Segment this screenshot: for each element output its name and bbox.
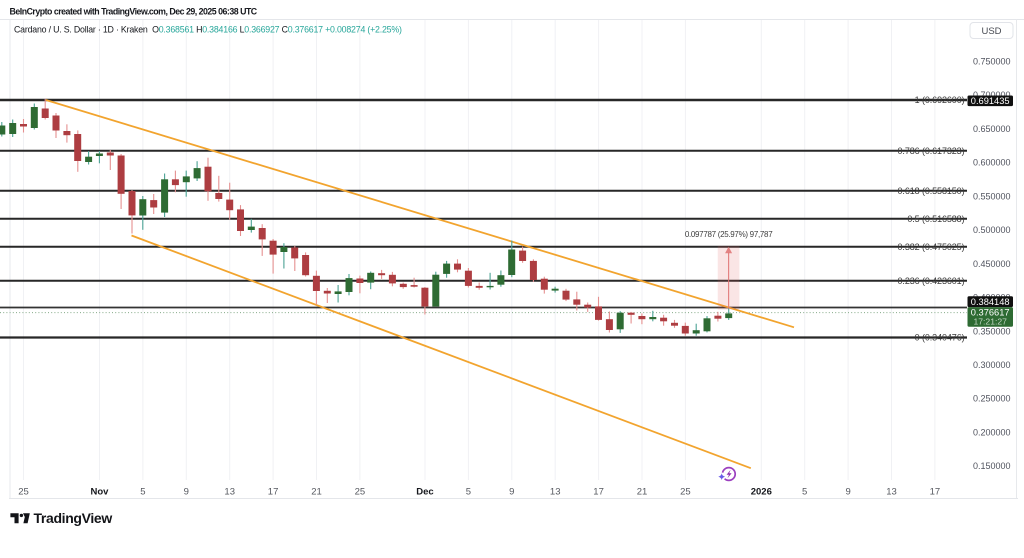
svg-text:25: 25 <box>680 487 691 498</box>
svg-text:0.350000: 0.350000 <box>973 326 1011 336</box>
svg-text:0.382 (0.475025): 0.382 (0.475025) <box>898 242 965 252</box>
svg-text:9: 9 <box>509 487 514 498</box>
svg-text:17: 17 <box>930 487 941 498</box>
svg-text:0.618 (0.558150): 0.618 (0.558150) <box>898 186 965 196</box>
svg-text:BeInCrypto created with Tradin: BeInCrypto created with TradingView.com,… <box>10 7 258 17</box>
svg-text:13: 13 <box>886 487 897 498</box>
svg-text:9: 9 <box>184 487 189 498</box>
svg-text:0.600000: 0.600000 <box>973 158 1011 168</box>
svg-text:2026: 2026 <box>751 487 772 498</box>
svg-text:0.376617: 0.376617 <box>971 308 1010 318</box>
svg-text:0.384148: 0.384148 <box>971 297 1010 307</box>
svg-text:0.750000: 0.750000 <box>973 57 1011 67</box>
svg-text:25: 25 <box>18 487 29 498</box>
svg-text:0.550000: 0.550000 <box>973 191 1011 201</box>
svg-text:25: 25 <box>355 487 366 498</box>
svg-text:5: 5 <box>140 487 145 498</box>
svg-text:TradingView: TradingView <box>34 510 113 526</box>
svg-text:0.097787 (25.97%) 97,787: 0.097787 (25.97%) 97,787 <box>685 230 773 239</box>
svg-text:0.700000: 0.700000 <box>973 90 1011 100</box>
svg-text:0.650000: 0.650000 <box>973 124 1011 134</box>
svg-text:17: 17 <box>593 487 604 498</box>
svg-text:Nov: Nov <box>91 487 110 498</box>
svg-text:17:21:27: 17:21:27 <box>973 317 1007 327</box>
svg-text:9: 9 <box>845 487 850 498</box>
svg-text:0.5 (0.516588): 0.5 (0.516588) <box>907 214 964 224</box>
svg-text:0.786 (0.617323): 0.786 (0.617323) <box>898 146 965 156</box>
svg-text:0.236 (0.423601): 0.236 (0.423601) <box>898 276 965 286</box>
svg-text:0.300000: 0.300000 <box>973 360 1011 370</box>
svg-text:0.500000: 0.500000 <box>973 225 1011 235</box>
svg-text:0.450000: 0.450000 <box>973 259 1011 269</box>
svg-text:1 (0.692600): 1 (0.692600) <box>915 95 965 105</box>
svg-text:5: 5 <box>466 487 471 498</box>
svg-text:21: 21 <box>637 487 648 498</box>
svg-text:Dec: Dec <box>416 487 433 498</box>
svg-text:0 (0.340476): 0 (0.340476) <box>915 333 965 343</box>
svg-text:17: 17 <box>268 487 279 498</box>
svg-text:0.200000: 0.200000 <box>973 428 1011 438</box>
svg-text:Cardano / U. S. Dollar · 1D ·: Cardano / U. S. Dollar · 1D · Kraken O0.… <box>14 25 402 35</box>
svg-text:21: 21 <box>311 487 322 498</box>
svg-text:0.150000: 0.150000 <box>973 461 1011 471</box>
svg-text:USD: USD <box>981 26 1001 37</box>
svg-text:0.691435: 0.691435 <box>971 96 1010 106</box>
svg-text:13: 13 <box>224 487 235 498</box>
svg-text:0.250000: 0.250000 <box>973 394 1011 404</box>
svg-text:5: 5 <box>802 487 807 498</box>
svg-text:13: 13 <box>550 487 561 498</box>
